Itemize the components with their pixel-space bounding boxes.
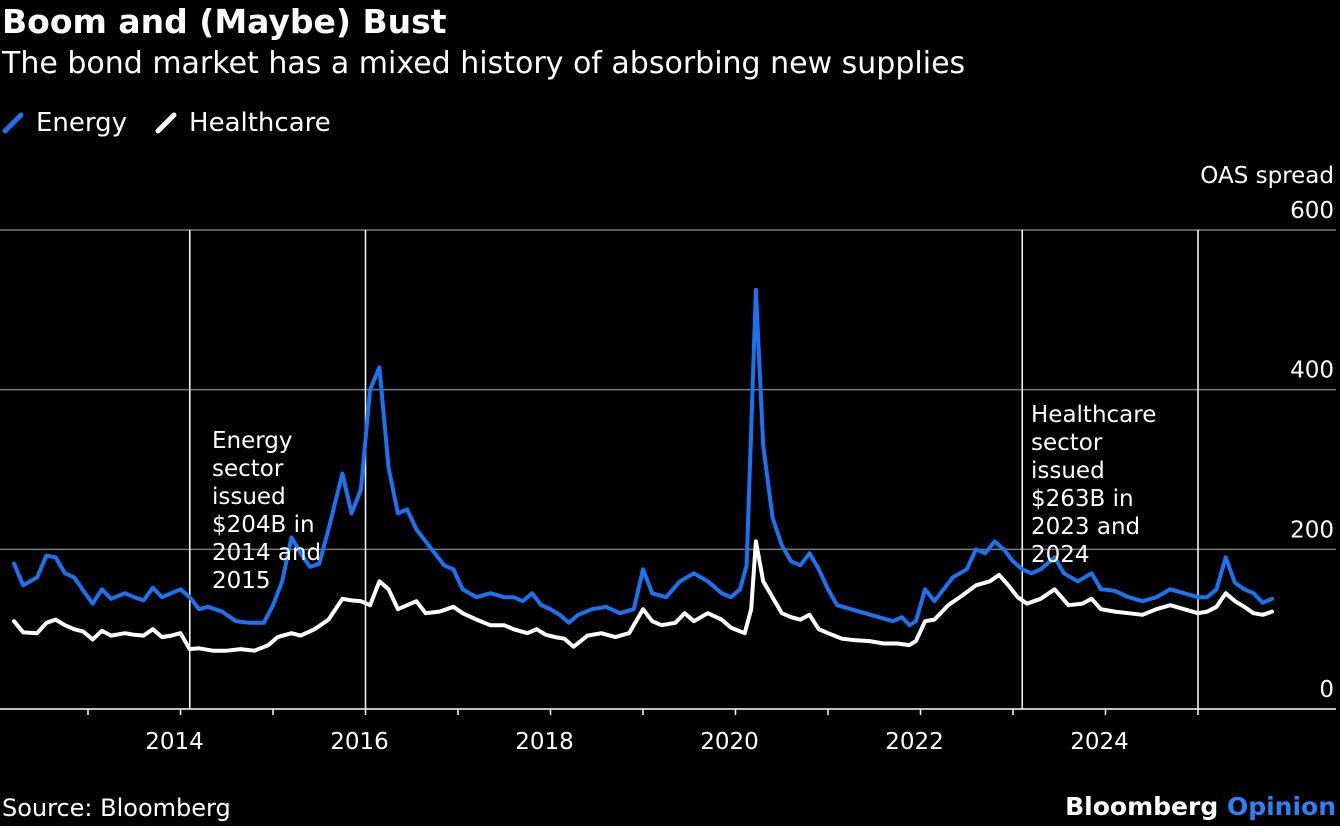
x-tick-label: 2024 (1070, 729, 1129, 755)
annotation-line: 2023 and (1031, 514, 1140, 540)
y-axis-label: OAS spread (1200, 163, 1334, 189)
x-tick-label: 2020 (700, 729, 759, 755)
x-tick-label: 2018 (515, 729, 574, 755)
brand-main: Bloomberg (1065, 792, 1219, 821)
annotation-text: Energy sector issued $204B in 2014 and 2015 (212, 428, 321, 594)
annotation-line: 2014 and (212, 540, 321, 566)
legend-item-energy: Energy (2, 108, 127, 138)
annotation-text: Healthcare sector issued $263B in 2023 and 20… (1031, 402, 1156, 568)
legend-label-energy: Energy (36, 108, 128, 138)
legend-item-healthcare: Healthcare (155, 108, 331, 138)
annotation-line: 2015 (212, 568, 271, 594)
legend-swatch-healthcare (155, 112, 177, 134)
legend-label-healthcare: Healthcare (189, 108, 331, 138)
y-tick-label: 400 (1290, 358, 1334, 384)
annotation-line: 2024 (1031, 542, 1090, 568)
annotation-line: issued (212, 484, 286, 510)
annotation-line: sector (212, 456, 284, 482)
chart-subtitle: The bond market has a mixed history of a… (2, 46, 966, 81)
brand-accent: Opinion (1226, 792, 1336, 821)
brand-logo: Bloomberg Opinion (1065, 792, 1336, 821)
chart-title: Boom and (Maybe) Bust (2, 2, 447, 41)
y-tick-label: 0 (1319, 677, 1334, 703)
line-chart: 0 200 400 600 OAS spread 2014 2016 2018 2020 2022… (0, 163, 1336, 755)
annotation-line: sector (1031, 430, 1103, 456)
y-tick-label: 200 (1290, 517, 1334, 543)
annotation-line: issued (1031, 458, 1105, 484)
legend-swatch-energy (2, 112, 24, 134)
x-tick-label: 2014 (145, 729, 204, 755)
annotation-line: $204B in (212, 512, 315, 538)
source-note: Source: Bloomberg (2, 794, 231, 822)
series-line-healthcare (12, 539, 1274, 653)
chart-legend: Energy Healthcare (2, 108, 359, 138)
x-tick-label: 2022 (885, 729, 944, 755)
annotation-line: Healthcare (1031, 402, 1156, 428)
annotation-line: Energy (212, 428, 293, 454)
y-tick-label: 600 (1290, 198, 1334, 224)
annotation-line: $263B in (1031, 486, 1134, 512)
series-line-energy (12, 287, 1274, 628)
x-tick-label: 2016 (330, 729, 389, 755)
